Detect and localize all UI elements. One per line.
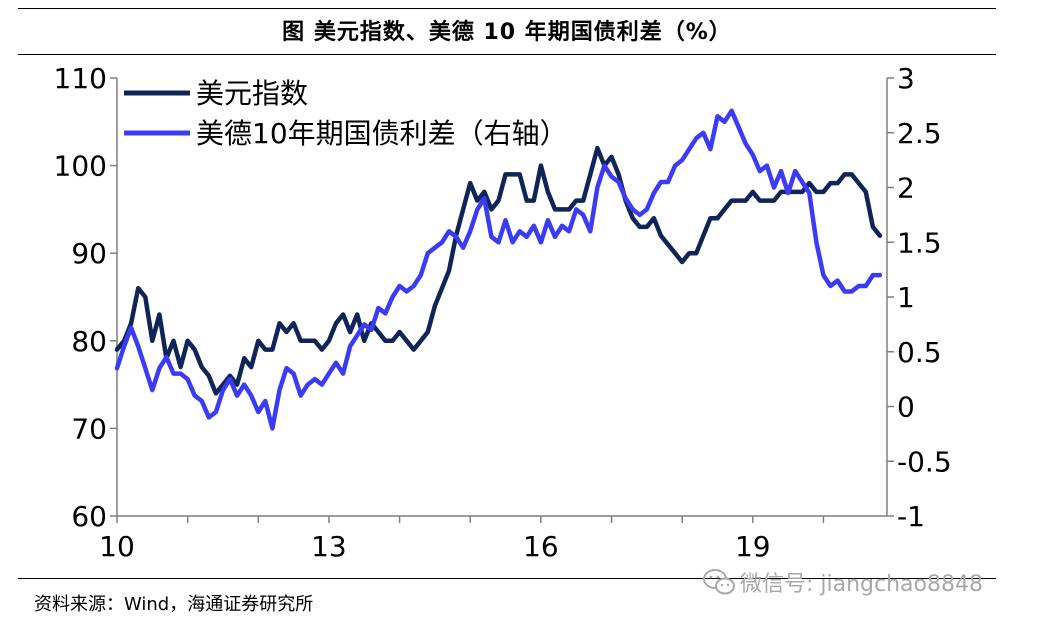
left-y-tick-label: 90 — [71, 237, 107, 270]
chart-axes: 60 70 80 90 100 110 -1 -0.5 0 0.5 1 1.5 2 2.5 3 10 13 16 1… — [54, 62, 952, 563]
right-y-tick-label: 3 — [897, 62, 915, 95]
bottom-rule — [18, 578, 996, 579]
right-y-tick-label: -1 — [897, 500, 925, 533]
top-rule — [18, 8, 996, 9]
us-de-spread-line — [114, 108, 883, 431]
chart-lines — [114, 108, 883, 431]
chart-title: 图 美元指数、美德 10 年期国债利差（%） — [282, 20, 732, 45]
left-y-tick-label: 60 — [71, 500, 107, 533]
legend-label: 美元指数 — [196, 77, 308, 110]
x-tick-label: 13 — [311, 530, 347, 563]
left-y-tick-label: 100 — [54, 150, 107, 183]
right-y-tick-label: 1 — [897, 281, 915, 314]
wechat-icon — [703, 569, 735, 595]
usd-index-line — [114, 145, 883, 396]
left-y-tick-label: 70 — [71, 412, 107, 445]
right-y-tick-label: 1.5 — [897, 226, 942, 259]
right-y-tick-label: 2 — [897, 172, 915, 205]
title-rule — [18, 54, 996, 55]
right-y-tick-label: -0.5 — [897, 445, 952, 478]
right-y-tick-label: 0.5 — [897, 336, 942, 369]
x-tick-label: 16 — [523, 530, 559, 563]
right-y-tick-label: 0 — [897, 391, 915, 424]
left-y-tick-label: 80 — [71, 325, 107, 358]
source-note: 资料来源：Wind，海通证券研究所 — [34, 594, 314, 615]
watermark: 微信号: jiangchao8848 — [702, 566, 983, 598]
x-tick-label: 19 — [735, 530, 771, 563]
left-y-tick-label: 110 — [54, 62, 107, 95]
legend-label: 美德10年期国债利差（右轴） — [196, 117, 568, 150]
right-y-tick-label: 2.5 — [897, 117, 942, 150]
x-tick-label: 10 — [99, 530, 135, 563]
watermark-text: 微信号: jiangchao8848 — [740, 572, 983, 597]
